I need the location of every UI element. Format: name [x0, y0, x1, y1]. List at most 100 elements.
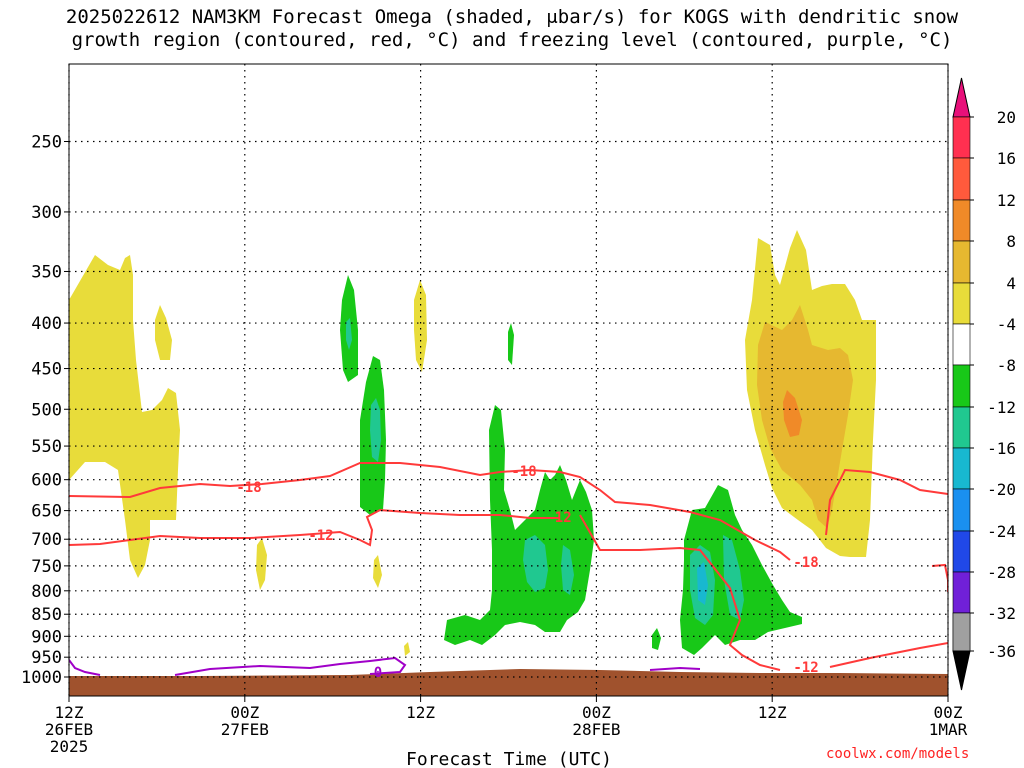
- colorbar-segment-last: [952, 612, 971, 652]
- x-tick-date-12: 27FEB: [221, 720, 269, 739]
- contour-label-0: -18: [236, 480, 261, 496]
- x-axis-label: Forecast Time (UTC): [406, 749, 612, 768]
- colorbar-label-6: -8: [997, 356, 1016, 375]
- x-tick-label-48: 12Z: [758, 703, 787, 722]
- y-tick-label-450: 450: [31, 360, 62, 380]
- contour-label-6: 0: [374, 665, 382, 681]
- omega-region-teal-1: [346, 318, 352, 350]
- contour-zero-2: [649, 666, 701, 671]
- colorbar-segment-10: [952, 530, 971, 573]
- omega-region-orange-right: [783, 390, 802, 437]
- contour-label-layer: -18 -18 -18 -12 -12 -12 0: [236, 464, 818, 681]
- omega-region-green-3: [444, 405, 594, 645]
- y-tick-label-950: 950: [31, 648, 62, 668]
- colorbar-bottom-arrow: [952, 650, 971, 691]
- colorbar-label-10: -24: [987, 522, 1016, 541]
- colorbar-label-12: -32: [987, 604, 1016, 623]
- colorbar-label-1: 16: [997, 149, 1016, 168]
- plot-frame: [68, 63, 949, 697]
- colorbar-segment-5: [952, 323, 971, 366]
- contour-label-1: -18: [511, 464, 536, 480]
- y-tick-label-500: 500: [31, 400, 62, 420]
- y-tick-label-350: 350: [31, 262, 62, 282]
- chart-title: 2025022612 NAM3KM Forecast Omega (shaded…: [0, 6, 1024, 52]
- y-tick-label-900: 900: [31, 627, 62, 647]
- colorbar: 20 16 12 8 4 -4 -8 -12 -16 -20 -24 -28 -32 -36: [952, 77, 1016, 691]
- y-tick-label-700: 700: [31, 530, 62, 550]
- colorbar-label-4: 4: [1006, 274, 1016, 293]
- contour-minus-12: [69, 508, 948, 671]
- omega-region-teal-6: [723, 535, 744, 620]
- colorbar-label-11: -28: [987, 563, 1016, 582]
- x-tick-label-60: 00Z: [934, 703, 963, 722]
- colorbar-segment-2: [952, 199, 971, 242]
- title-line-2: growth region (contoured, red, °C) and f…: [71, 29, 953, 51]
- dgz-contours: [69, 462, 948, 671]
- omega-region-green-small-2: [652, 628, 661, 650]
- y-tick-label-400: 400: [31, 314, 62, 334]
- colorbar-label-3: 8: [1006, 232, 1016, 251]
- omega-region-green-small-1: [508, 323, 514, 365]
- contour-label-4: -12: [546, 510, 571, 526]
- omega-region-yellow-small-4: [373, 555, 382, 588]
- omega-region-amber-right: [757, 305, 853, 528]
- colorbar-segment-4: [952, 282, 971, 325]
- omega-region-teal-4: [561, 545, 574, 595]
- omega-region-yellow-left: [69, 255, 180, 578]
- colorbar-segment-8: [952, 447, 971, 490]
- x-tick-year-0: 2025: [50, 737, 89, 756]
- colorbar-label-13: -36: [987, 642, 1016, 661]
- x-tick-label-36: 00Z: [582, 703, 611, 722]
- colorbar-top-arrow: [952, 77, 971, 118]
- colorbar-segment-9: [952, 488, 971, 532]
- contour-label-2: -18: [793, 555, 818, 571]
- credit-text: coolwx.com/models: [826, 746, 970, 762]
- y-axis: 2503003504004505005506006507007508008509…: [21, 133, 69, 688]
- colorbar-label-2: 12: [997, 191, 1016, 210]
- omega-region-teal-3: [523, 535, 548, 592]
- colorbar-segment-0: [952, 116, 971, 159]
- x-tick-date-0: 26FEB: [45, 720, 93, 739]
- omega-shading: [69, 230, 876, 656]
- y-tick-label-300: 300: [31, 203, 62, 223]
- omega-region-teal-2: [370, 398, 381, 462]
- x-tick-date-36: 28FEB: [572, 720, 620, 739]
- omega-region-yellow-small-5: [404, 642, 410, 656]
- omega-region-yellow-small-2: [256, 538, 267, 590]
- colorbar-label-9: -20: [987, 480, 1016, 499]
- contour-label-3: -12: [308, 528, 333, 544]
- x-tick-label-0: 12Z: [55, 703, 84, 722]
- y-tick-label-550: 550: [31, 437, 62, 457]
- title-line-1: 2025022612 NAM3KM Forecast Omega (shaded…: [65, 6, 959, 28]
- colorbar-segment-6: [952, 364, 971, 408]
- y-tick-label-600: 600: [31, 471, 62, 491]
- freezing-contours: [69, 656, 701, 676]
- y-tick-label-1000: 1000: [21, 668, 62, 688]
- colorbar-segment-1: [952, 157, 971, 201]
- y-tick-label-650: 650: [31, 502, 62, 522]
- colorbar-segment-3: [952, 240, 971, 284]
- x-tick-label-24: 12Z: [406, 703, 435, 722]
- colorbar-label-5: -4: [997, 315, 1016, 334]
- omega-region-cyan-5: [697, 562, 708, 605]
- x-tick-date-60: 1MAR: [929, 720, 968, 739]
- contour-zero-1: [69, 656, 407, 676]
- y-tick-label-250: 250: [31, 133, 62, 153]
- contour-minus-18: [69, 462, 948, 561]
- y-tick-label-750: 750: [31, 557, 62, 577]
- colorbar-label-7: -12: [987, 398, 1016, 417]
- colorbar-segment-11: [952, 571, 971, 614]
- y-tick-label-850: 850: [31, 605, 62, 625]
- contour-minus-12-small: [931, 563, 948, 592]
- gridlines: [68, 64, 949, 696]
- colorbar-label-0: 20: [997, 108, 1016, 127]
- contour-label-5: -12: [793, 660, 818, 676]
- y-tick-label-800: 800: [31, 582, 62, 602]
- colorbar-segment-7: [952, 406, 971, 449]
- colorbar-label-8: -16: [987, 439, 1016, 458]
- omega-region-yellow-small-1: [155, 305, 172, 360]
- omega-region-yellow-small-3: [414, 280, 427, 372]
- x-tick-label-12: 00Z: [230, 703, 259, 722]
